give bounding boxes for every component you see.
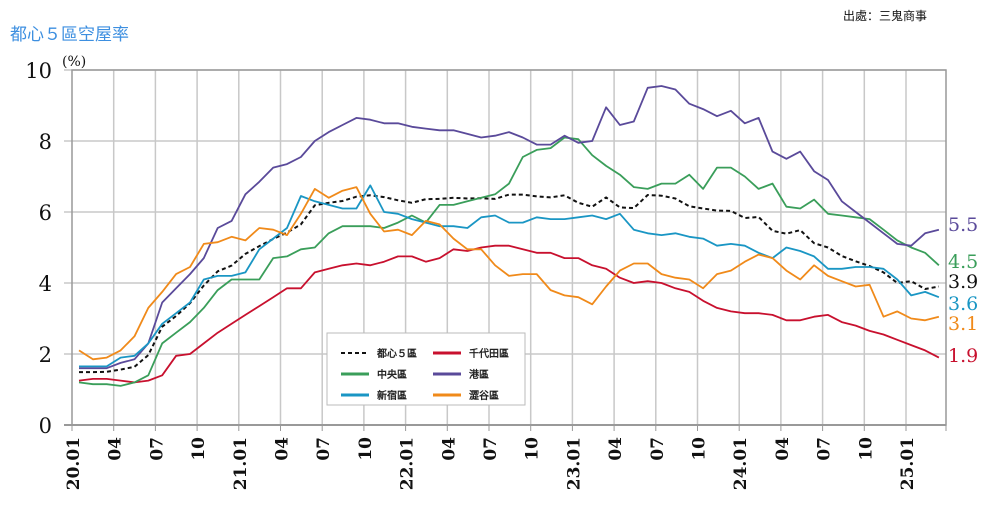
series-line-1 [78,244,940,384]
source-note: 出處：三鬼商事 [843,9,928,23]
y-tick-label: 2 [39,343,52,367]
plot-frame [71,69,947,426]
y-tick-label: 6 [39,201,52,225]
x-tick-label: 04 [106,437,126,461]
x-tick-label: 23.01 [564,437,584,490]
legend-label: 新宿區 [377,389,407,402]
chart-title: 都心５區空屋率 [10,25,129,45]
y-tick-label: 0 [39,414,52,438]
y-tick-label: 10 [25,59,52,83]
x-tick-label: 07 [815,437,835,461]
end-value-label: 3.1 [948,313,978,335]
x-tick-label: 04 [606,437,626,461]
x-tick-label: 07 [314,437,334,461]
x-tick-label: 04 [773,437,793,461]
x-tick-label: 25.01 [898,437,918,490]
end-value-label: 4.5 [948,251,978,273]
x-tick-label: 20.01 [64,437,84,490]
series-line-4 [79,184,940,368]
end-value-label: 1.9 [948,345,978,367]
x-tick-label: 07 [147,437,167,461]
end-value-label: 3.6 [948,293,978,315]
legend-label: 港區 [469,368,489,381]
series-line-2 [78,136,940,387]
x-tick-label: 04 [273,437,293,461]
x-tick-label: 10 [356,437,376,461]
legend-label: 澀谷區 [469,389,499,402]
series-line-5 [78,186,940,361]
legend-label: 都心５區 [376,347,417,360]
x-tick-label: 10 [690,437,710,461]
x-tick-label: 10 [856,437,876,461]
x-tick-label: 07 [481,437,501,461]
y-tick-label: 4 [39,272,52,296]
series-line-3 [79,85,940,370]
legend-box [326,332,526,406]
x-tick-label: 07 [648,437,668,461]
x-tick-label: 21.01 [231,437,251,490]
x-tick-label: 22.01 [398,437,418,490]
y-axis-unit: (%) [62,54,86,70]
y-tick-label: 8 [39,130,52,154]
end-value-label: 3.9 [948,271,978,293]
x-tick-label: 04 [439,437,459,461]
x-tick-label: 10 [523,437,543,461]
legend-label: 千代田區 [469,347,509,360]
series-line-0 [79,193,940,374]
legend-label: 中央區 [377,368,407,381]
end-value-label: 5.5 [948,214,978,236]
x-tick-label: 24.01 [731,437,751,490]
x-tick-label: 10 [189,437,209,461]
